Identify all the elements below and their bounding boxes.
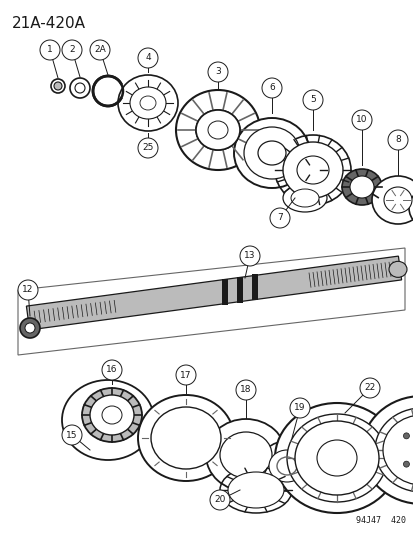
Text: 2A: 2A: [94, 45, 106, 54]
Text: 19: 19: [294, 403, 305, 413]
Ellipse shape: [274, 403, 398, 513]
Circle shape: [40, 40, 60, 60]
Ellipse shape: [361, 396, 413, 504]
Ellipse shape: [282, 184, 326, 212]
Circle shape: [209, 490, 230, 510]
Ellipse shape: [206, 419, 285, 491]
Text: 6: 6: [268, 84, 274, 93]
Text: 15: 15: [66, 431, 78, 440]
Text: 3: 3: [215, 68, 221, 77]
Ellipse shape: [90, 395, 134, 435]
Text: 20: 20: [214, 496, 225, 505]
Text: 22: 22: [363, 384, 375, 392]
Circle shape: [240, 246, 259, 266]
Circle shape: [90, 40, 110, 60]
Ellipse shape: [403, 461, 408, 467]
Circle shape: [62, 425, 82, 445]
Ellipse shape: [341, 169, 381, 205]
Ellipse shape: [25, 323, 35, 333]
Ellipse shape: [290, 189, 318, 207]
Ellipse shape: [257, 141, 285, 165]
Ellipse shape: [374, 408, 413, 492]
Text: 7: 7: [276, 214, 282, 222]
Circle shape: [102, 360, 122, 380]
Ellipse shape: [382, 415, 413, 485]
Bar: [221, 279, 228, 304]
Ellipse shape: [151, 407, 221, 469]
Text: 21A-420A: 21A-420A: [12, 16, 86, 31]
Circle shape: [207, 62, 228, 82]
Circle shape: [387, 130, 407, 150]
Circle shape: [269, 208, 289, 228]
Ellipse shape: [195, 110, 240, 150]
Ellipse shape: [98, 81, 118, 101]
Ellipse shape: [243, 127, 299, 179]
Polygon shape: [26, 256, 401, 330]
Text: 16: 16: [106, 366, 117, 375]
Ellipse shape: [371, 176, 413, 224]
Circle shape: [235, 380, 255, 400]
Circle shape: [138, 48, 158, 68]
Circle shape: [176, 365, 195, 385]
Ellipse shape: [102, 406, 122, 424]
Circle shape: [138, 138, 158, 158]
Circle shape: [62, 40, 82, 60]
Ellipse shape: [259, 441, 314, 491]
Text: 12: 12: [22, 286, 33, 295]
Text: 1: 1: [47, 45, 53, 54]
Ellipse shape: [316, 440, 356, 476]
Ellipse shape: [268, 450, 304, 482]
Text: 5: 5: [309, 95, 315, 104]
Text: 13: 13: [244, 252, 255, 261]
Ellipse shape: [403, 433, 408, 439]
Ellipse shape: [388, 261, 406, 277]
Text: 94J47  420: 94J47 420: [355, 516, 405, 525]
Ellipse shape: [282, 142, 342, 198]
Ellipse shape: [140, 96, 156, 110]
Ellipse shape: [70, 78, 90, 98]
Circle shape: [359, 378, 379, 398]
Ellipse shape: [54, 82, 62, 90]
Ellipse shape: [138, 395, 233, 481]
Text: 10: 10: [356, 116, 367, 125]
Ellipse shape: [82, 388, 142, 442]
Circle shape: [261, 78, 281, 98]
Circle shape: [351, 110, 371, 130]
Text: 4: 4: [145, 53, 150, 62]
Text: 25: 25: [142, 143, 153, 152]
Text: 8: 8: [394, 135, 400, 144]
Ellipse shape: [207, 121, 228, 139]
Ellipse shape: [195, 110, 240, 150]
Bar: [252, 274, 257, 301]
Circle shape: [302, 90, 322, 110]
Circle shape: [18, 280, 38, 300]
Ellipse shape: [383, 187, 411, 213]
Ellipse shape: [408, 187, 413, 229]
Ellipse shape: [219, 432, 271, 478]
Text: 18: 18: [240, 385, 251, 394]
Ellipse shape: [349, 176, 373, 198]
Ellipse shape: [233, 118, 309, 188]
Ellipse shape: [294, 421, 378, 495]
Ellipse shape: [130, 87, 166, 119]
Ellipse shape: [176, 90, 259, 170]
Ellipse shape: [296, 156, 328, 184]
Ellipse shape: [20, 318, 40, 338]
Text: 17: 17: [180, 370, 191, 379]
Circle shape: [289, 398, 309, 418]
Ellipse shape: [228, 472, 283, 508]
Ellipse shape: [286, 414, 386, 502]
Text: 2: 2: [69, 45, 75, 54]
Bar: [236, 277, 242, 303]
